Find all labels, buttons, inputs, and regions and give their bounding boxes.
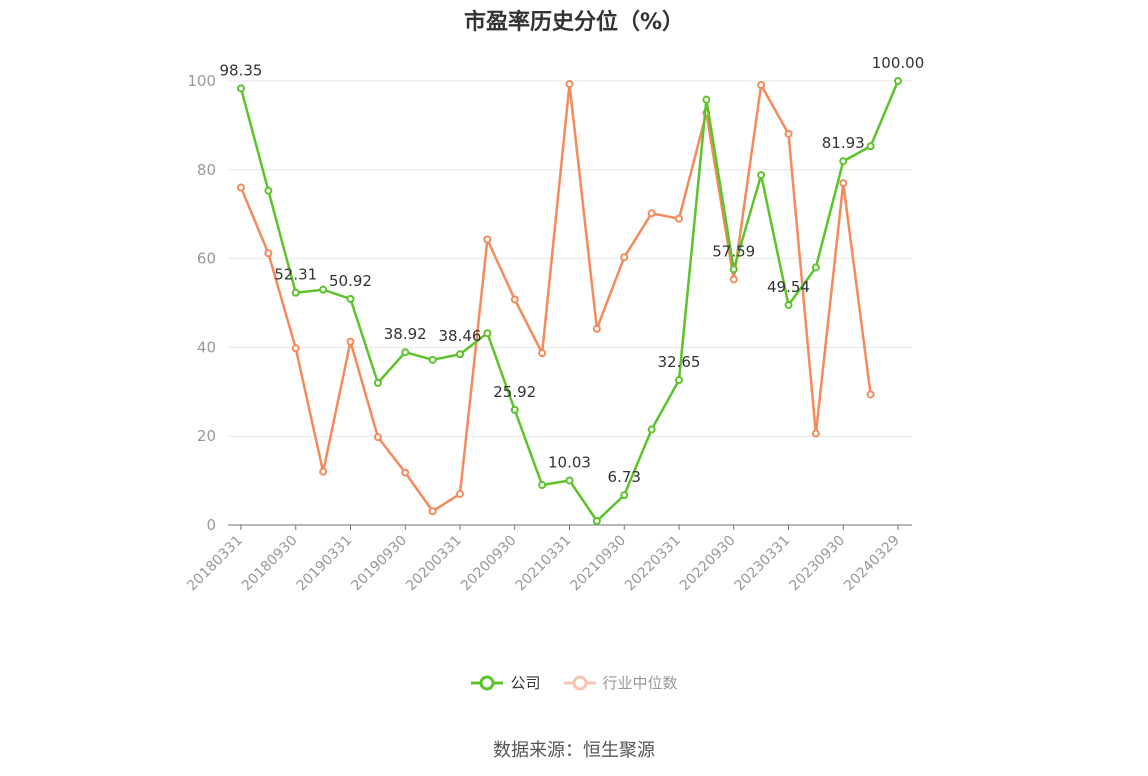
axes: 0 20 40 60 80 100 2018033120180930201903312019… (184, 72, 912, 594)
data-label: 25.92 (493, 383, 536, 401)
data-point[interactable] (647, 209, 656, 218)
x-tick-label: 20230331 (732, 533, 794, 595)
data-point[interactable] (237, 183, 245, 192)
data-point[interactable] (456, 489, 464, 498)
y-tick-label: 80 (197, 161, 216, 179)
data-point[interactable] (373, 378, 382, 387)
x-tick-label: 20180930 (239, 533, 301, 595)
legend: 公司 行业中位数 (0, 672, 1148, 693)
data-label: 49.54 (767, 278, 810, 296)
series-line-1 (239, 82, 872, 513)
data-point[interactable] (538, 349, 547, 358)
data-label: 6.73 (608, 468, 641, 486)
data-label: 98.35 (220, 61, 263, 79)
legend-company-icon (471, 675, 504, 690)
legend-label-company: 公司 (510, 674, 541, 692)
x-tick-label: 20240329 (841, 533, 903, 595)
data-point[interactable] (620, 491, 629, 500)
legend-label-industry-median: 行业中位数 (602, 674, 678, 692)
data-point[interactable] (483, 329, 492, 338)
x-tick-label: 20180331 (184, 533, 246, 595)
data-labels: 98.35 52.31 50.92 38.92 38.46 25.92 10.03 6.73 3… (220, 54, 925, 486)
data-label: 32.65 (658, 353, 701, 371)
data-point[interactable] (784, 129, 793, 138)
data-point[interactable] (894, 77, 902, 85)
data-point[interactable] (811, 429, 820, 438)
data-point[interactable] (346, 337, 355, 346)
data-point[interactable] (565, 80, 574, 89)
data-label: 50.92 (329, 272, 372, 290)
series-lines (237, 77, 902, 526)
source-note: 数据来源：恒生聚源 (493, 740, 655, 761)
data-label: 38.46 (439, 327, 482, 345)
data-point[interactable] (264, 186, 273, 195)
data-point[interactable] (866, 142, 875, 151)
data-point[interactable] (237, 84, 245, 93)
data-point[interactable] (291, 288, 300, 297)
x-tick-label: 20220930 (677, 533, 739, 595)
data-point[interactable] (729, 265, 738, 274)
data-point[interactable] (675, 214, 683, 223)
data-point[interactable] (784, 301, 793, 310)
legend-item-company[interactable]: 公司 (470, 672, 541, 693)
data-point[interactable] (839, 179, 848, 188)
x-tick-label: 20190930 (348, 533, 410, 595)
grid-lines (228, 80, 912, 437)
x-tick-label: 20200930 (458, 533, 520, 595)
x-tick-label: 20200331 (403, 533, 465, 595)
data-point[interactable] (811, 263, 820, 272)
y-tick-label: 60 (197, 250, 216, 268)
data-point[interactable] (373, 433, 382, 442)
y-tick-label: 20 (197, 427, 216, 445)
y-tick-label: 0 (206, 516, 216, 534)
data-point[interactable] (592, 324, 601, 333)
data-point[interactable] (757, 80, 766, 89)
data-point[interactable] (592, 517, 601, 526)
data-point[interactable] (401, 348, 410, 357)
data-point[interactable] (264, 249, 273, 258)
data-point[interactable] (346, 294, 355, 303)
data-point[interactable] (702, 95, 711, 104)
data-point[interactable] (428, 355, 437, 364)
data-point[interactable] (319, 467, 328, 476)
legend-industry-icon (563, 675, 596, 690)
x-tick-label: 20210930 (567, 533, 629, 595)
y-tick-label: 40 (197, 338, 216, 356)
data-label: 57.59 (712, 242, 755, 260)
chart-title: 市盈率历史分位（%） (463, 10, 685, 35)
data-point[interactable] (428, 507, 437, 516)
data-point[interactable] (538, 481, 547, 490)
data-point[interactable] (291, 344, 300, 353)
data-point[interactable] (510, 295, 519, 304)
x-tick-label: 20220331 (622, 533, 684, 595)
data-label: 38.92 (384, 325, 427, 343)
x-tick-label: 20210331 (513, 533, 575, 595)
x-tick-label: 20190331 (294, 533, 356, 595)
data-point[interactable] (510, 405, 519, 414)
legend-item-industry-median[interactable]: 行业中位数 (563, 672, 678, 693)
data-point[interactable] (483, 235, 492, 244)
data-label: 52.31 (274, 266, 317, 284)
data-label: 81.93 (822, 134, 865, 152)
data-point[interactable] (319, 285, 328, 294)
data-point[interactable] (839, 157, 848, 166)
data-point[interactable] (757, 171, 766, 180)
data-point[interactable] (866, 390, 875, 399)
data-point[interactable] (456, 350, 464, 359)
data-label: 10.03 (548, 453, 591, 471)
data-point[interactable] (729, 275, 738, 284)
data-point[interactable] (401, 468, 410, 477)
data-point[interactable] (675, 376, 683, 385)
data-point[interactable] (565, 476, 574, 485)
data-point[interactable] (620, 253, 629, 262)
data-label: 100.00 (872, 54, 925, 72)
data-point[interactable] (647, 425, 656, 434)
x-tick-label: 20230930 (786, 533, 848, 595)
y-tick-label: 100 (187, 72, 216, 90)
